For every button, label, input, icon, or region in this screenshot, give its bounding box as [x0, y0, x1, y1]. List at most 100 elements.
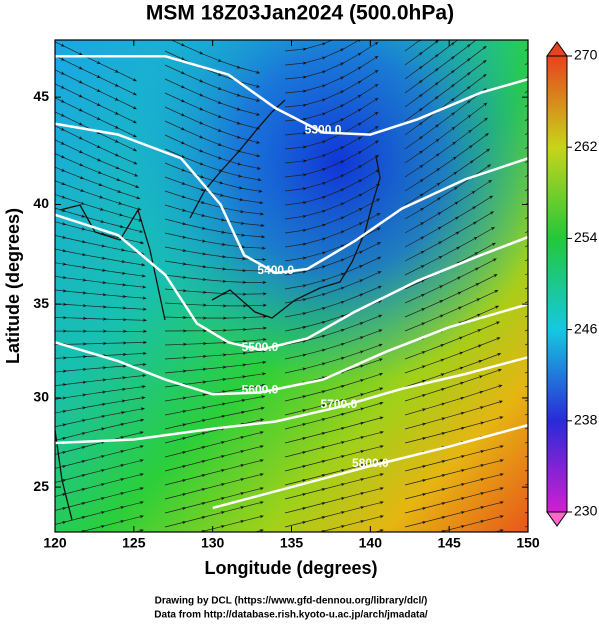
- streamline: [284, 416, 384, 444]
- streamline: [524, 48, 528, 52]
- streamline: [164, 288, 267, 296]
- streamline: [284, 40, 379, 52]
- contour-line: [55, 303, 528, 396]
- chart-title: MSM 18Z03Jan2024 (500.0hPa): [146, 2, 454, 25]
- x-tick-label: 145: [437, 535, 461, 551]
- colorbar-bottom-arrow: [546, 511, 568, 527]
- contour-line: [55, 55, 528, 136]
- x-tick-label: 125: [122, 535, 146, 551]
- streamline: [164, 246, 267, 262]
- contour-label: 5800.0: [352, 456, 389, 470]
- colorbar-tick-label: 270: [574, 47, 598, 63]
- footer-line: Drawing by DCL (https://www.gfd-dennou.o…: [155, 596, 428, 607]
- streamline: [164, 349, 267, 360]
- streamline: [55, 374, 147, 387]
- contour-line: [55, 356, 528, 445]
- streamline: [55, 396, 146, 414]
- streamline: [55, 275, 147, 289]
- colorbar-tick-label: 246: [574, 320, 598, 336]
- y-tick-label: 30: [33, 389, 49, 405]
- contour-label: 5300.0: [305, 123, 342, 137]
- streamline: [404, 501, 504, 528]
- streamline: [404, 416, 504, 444]
- x-tick-label: 120: [43, 535, 67, 551]
- y-tick-label: 40: [33, 195, 49, 211]
- streamline: [61, 515, 144, 532]
- streamline: [301, 515, 384, 532]
- streamline: [164, 487, 264, 514]
- streamline: [284, 431, 384, 458]
- colorbar-tick-label: 262: [574, 138, 598, 154]
- contours: 5300.0 5400.0 5500.0 5600.0 5700.0 5800.0: [55, 55, 528, 510]
- x-tick-label: 130: [201, 535, 225, 551]
- contour-line: [55, 122, 528, 275]
- streamline: [404, 473, 504, 500]
- contour-label: 5400.0: [257, 263, 294, 277]
- streamline: [164, 406, 265, 430]
- streamline: [55, 262, 146, 278]
- streamline: [55, 501, 144, 525]
- y-tick-label: 25: [33, 478, 49, 494]
- streamline: [55, 473, 144, 497]
- streamline: [525, 0, 599, 37]
- streamline: [164, 315, 267, 320]
- colorbar-top-arrow: [546, 41, 568, 57]
- streamline: [164, 360, 267, 374]
- contour-label: 5500.0: [242, 340, 279, 354]
- streamline: [55, 487, 144, 511]
- streamline: [55, 302, 147, 311]
- streamline: [55, 459, 144, 483]
- streamline: [164, 337, 267, 347]
- streamline: [404, 40, 487, 66]
- streamline: [164, 501, 264, 528]
- plot-area: 5300.0 5400.0 5500.0 5600.0 5700.0 5800.0: [55, 0, 599, 532]
- streamline: [55, 351, 147, 360]
- footer-line: Data from http://database.rish.kyoto-u.a…: [154, 610, 428, 621]
- streamline: [284, 459, 384, 486]
- streamline: [164, 459, 264, 486]
- colorbar-tick-label: 230: [574, 503, 598, 519]
- streamline: [164, 395, 266, 416]
- colorbar: 230 238 246 254 262 270: [546, 41, 598, 527]
- streamline: [421, 515, 504, 532]
- x-tick-label: 150: [516, 535, 540, 551]
- streamline: [404, 400, 504, 430]
- streamline: [55, 315, 147, 322]
- streamline: [164, 232, 266, 250]
- streamline: [164, 445, 264, 472]
- streamline: [181, 515, 264, 532]
- streamline: [55, 385, 146, 400]
- streamline: [164, 274, 267, 285]
- contour-label: 5700.0: [320, 397, 357, 411]
- streamline: [284, 487, 384, 514]
- streamline: [55, 289, 147, 300]
- streamline: [55, 407, 145, 428]
- colorbar-tick-label: 238: [574, 412, 598, 428]
- cold-core: [55, 40, 528, 532]
- x-axis-label: Longitude (degrees): [204, 558, 377, 578]
- colorbar-tick-label: 254: [574, 229, 598, 245]
- streamline: [164, 326, 267, 333]
- x-tick-label: 135: [280, 535, 304, 551]
- y-axis-label: Latitude (degrees): [3, 208, 23, 364]
- streamline: [164, 260, 267, 273]
- streamlines: [55, 0, 599, 532]
- streamline: [284, 473, 384, 500]
- streamline: [284, 445, 384, 472]
- streamline: [404, 487, 504, 514]
- y-tick-label: 45: [33, 88, 49, 104]
- contour-label: 5600.0: [242, 383, 279, 397]
- streamline: [164, 431, 264, 458]
- streamline: [55, 431, 144, 455]
- streamline: [164, 418, 265, 444]
- streamline: [404, 40, 487, 52]
- axes: 120 125 130 135 140 145 150 25 30 35 40 45: [33, 40, 540, 551]
- y-tick-label: 35: [33, 295, 49, 311]
- x-tick-label: 140: [359, 535, 383, 551]
- streamline: [55, 418, 145, 441]
- streamline: [404, 459, 504, 486]
- streamline: [164, 473, 264, 500]
- coastline: [55, 99, 381, 521]
